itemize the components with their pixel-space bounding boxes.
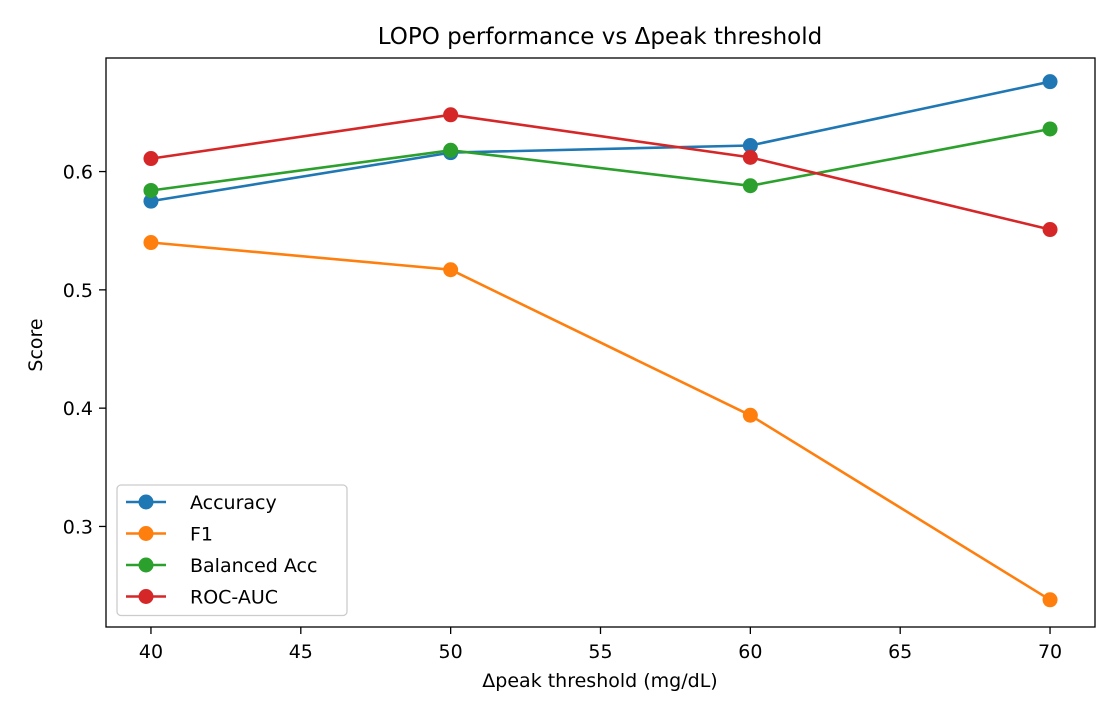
series-roc-auc (143, 107, 1058, 238)
legend-swatch-marker (138, 526, 154, 541)
x-tick-label: 60 (738, 641, 762, 663)
data-point-balanced-acc (443, 142, 459, 158)
x-tick-label: 40 (139, 641, 163, 663)
legend-swatch-marker (138, 557, 154, 573)
series-accuracy (143, 74, 1058, 209)
data-point-roc-auc (742, 149, 758, 165)
data-point-roc-auc (1042, 222, 1058, 238)
data-point-balanced-acc (1042, 121, 1058, 137)
series-f1 (143, 235, 1058, 608)
legend: Accuracy F1 Balanced Acc ROC-AUC (116, 484, 348, 617)
data-point-roc-auc (143, 151, 159, 167)
legend-box (116, 484, 348, 617)
data-point-accuracy (742, 138, 758, 154)
x-tick-label: 50 (439, 641, 463, 663)
legend-label: F1 (190, 524, 213, 546)
legend-item-roc-auc: ROC-AUC (126, 587, 278, 609)
data-point-accuracy (1042, 74, 1058, 90)
x-axis-label: Δpeak threshold (mg/dL) (482, 670, 717, 692)
y-tick-label: 0.4 (63, 398, 93, 420)
x-axis-ticks: 40 45 50 55 60 65 70 (139, 627, 1062, 663)
series-line-f1 (150, 241, 1051, 601)
legend-item-f1: F1 (126, 524, 213, 546)
series-balanced-acc (143, 121, 1058, 198)
legend-label: Balanced Acc (190, 555, 317, 577)
y-tick-label: 0.5 (63, 280, 93, 302)
data-point-f1 (443, 262, 459, 278)
legend-label: ROC-AUC (190, 587, 278, 609)
series-line-balanced-acc (150, 127, 1051, 192)
series-line-roc-auc (150, 113, 1051, 231)
x-tick-label: 65 (888, 641, 912, 663)
y-axis-ticks: 0.3 0.4 0.5 0.6 (63, 162, 106, 538)
series-line-accuracy (150, 80, 1051, 203)
legend-item-accuracy: Accuracy (126, 492, 277, 514)
legend-swatch-marker (138, 494, 154, 510)
x-tick-label: 45 (289, 641, 313, 663)
y-axis-label: Score (25, 318, 47, 371)
data-point-f1 (1042, 592, 1058, 608)
x-tick-label: 70 (1038, 641, 1062, 663)
legend-item-balanced-acc: Balanced Acc (126, 555, 317, 577)
data-point-roc-auc (443, 107, 459, 123)
y-tick-label: 0.6 (63, 162, 93, 184)
data-point-f1 (143, 235, 159, 251)
data-point-balanced-acc (742, 178, 758, 194)
chart-title: LOPO performance vs Δpeak threshold (378, 24, 822, 50)
legend-swatch-marker (138, 589, 154, 604)
series-layer (143, 74, 1058, 608)
y-tick-label: 0.3 (63, 516, 93, 538)
data-point-accuracy (143, 193, 159, 209)
legend-label: Accuracy (190, 492, 277, 514)
x-tick-label: 55 (588, 641, 612, 663)
data-point-f1 (742, 407, 758, 423)
data-point-balanced-acc (143, 182, 159, 198)
